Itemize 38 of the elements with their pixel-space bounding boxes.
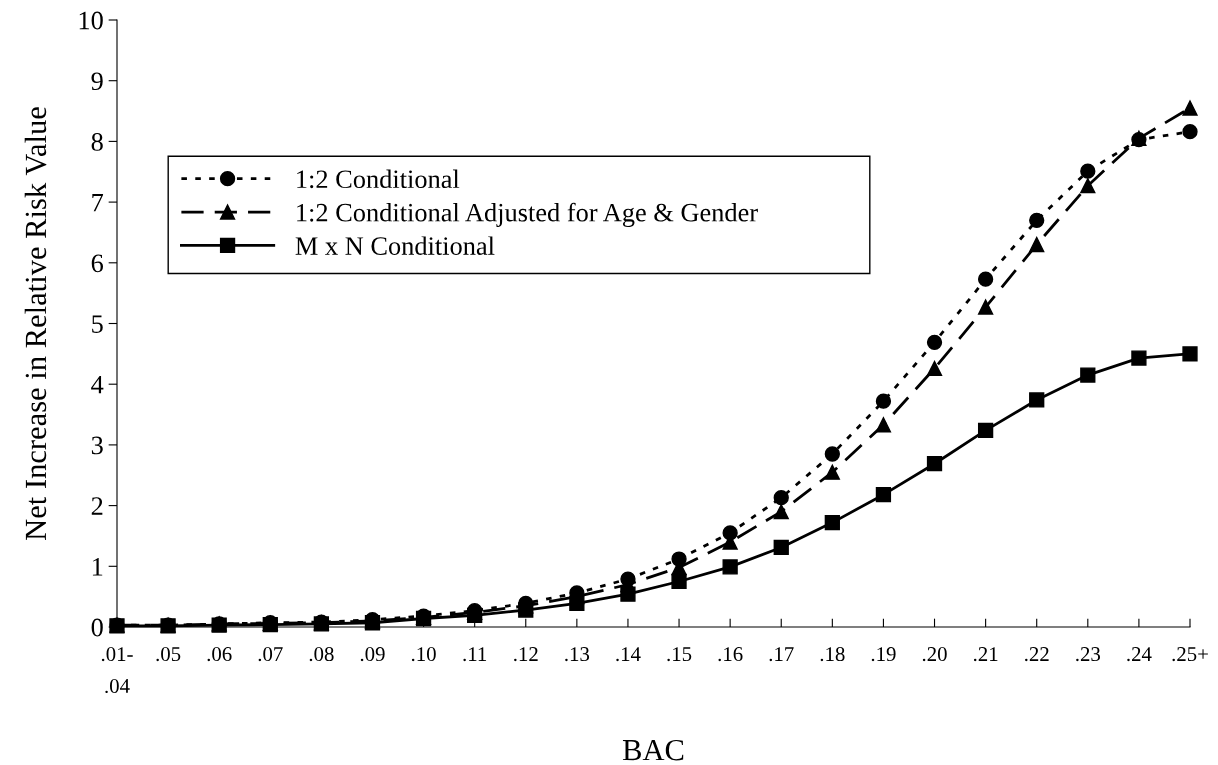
x-tick-label: .13 [565, 647, 590, 662]
x-tick-label: .11 [463, 647, 487, 662]
y-tick-label: 9 [91, 72, 103, 91]
y-tick-label: 7 [92, 193, 104, 212]
x-tick-label: .14 [616, 647, 641, 662]
y-tick-label: 8 [91, 133, 103, 151]
x-axis-title: BAC [622, 739, 684, 761]
y-tick-label: 4 [91, 375, 104, 394]
y-tick-label: 3 [91, 436, 103, 455]
x-tick-label: .06 [207, 647, 232, 662]
x-tick-label: .20 [922, 647, 947, 662]
x-tick-label: .19 [871, 647, 896, 662]
x-tick-label: .08 [309, 647, 334, 662]
y-axis-title: Net Increase in Relative Risk Value [24, 107, 47, 540]
y-tick-label: 1 [92, 558, 103, 576]
legend-label: 1:2 Conditional Adjusted for Age & Gender [297, 202, 758, 227]
legend-label: M x N Conditional [295, 236, 495, 255]
x-tick-label: .05 [156, 647, 181, 662]
x-tick-label: .16 [718, 647, 743, 662]
x-tick-label: .23 [1076, 647, 1101, 662]
x-tick-label: .10 [411, 647, 436, 662]
x-tick-label: .18 [820, 647, 845, 662]
x-tick-label: .24 [1127, 647, 1152, 662]
x-tick-label: .01- .04 [101, 647, 133, 694]
x-tick-label: .17 [769, 647, 794, 662]
x-tick-label: .12 [514, 647, 538, 662]
y-tick-label: 2 [91, 497, 103, 515]
y-tick-label: 6 [91, 254, 104, 273]
y-tick-label: 0 [91, 618, 103, 637]
x-tick-label: .25+ [1172, 647, 1208, 662]
x-tick-label: .21 [973, 647, 998, 662]
x-tick-label: .15 [667, 647, 692, 662]
y-tick-label: 5 [92, 315, 103, 333]
x-tick-label: .09 [360, 647, 385, 662]
legend-label: 1:2 Conditional [297, 169, 460, 189]
x-tick-label: .07 [258, 647, 283, 662]
x-tick-label: .22 [1025, 647, 1049, 662]
y-tick-label: 10 [79, 11, 103, 30]
